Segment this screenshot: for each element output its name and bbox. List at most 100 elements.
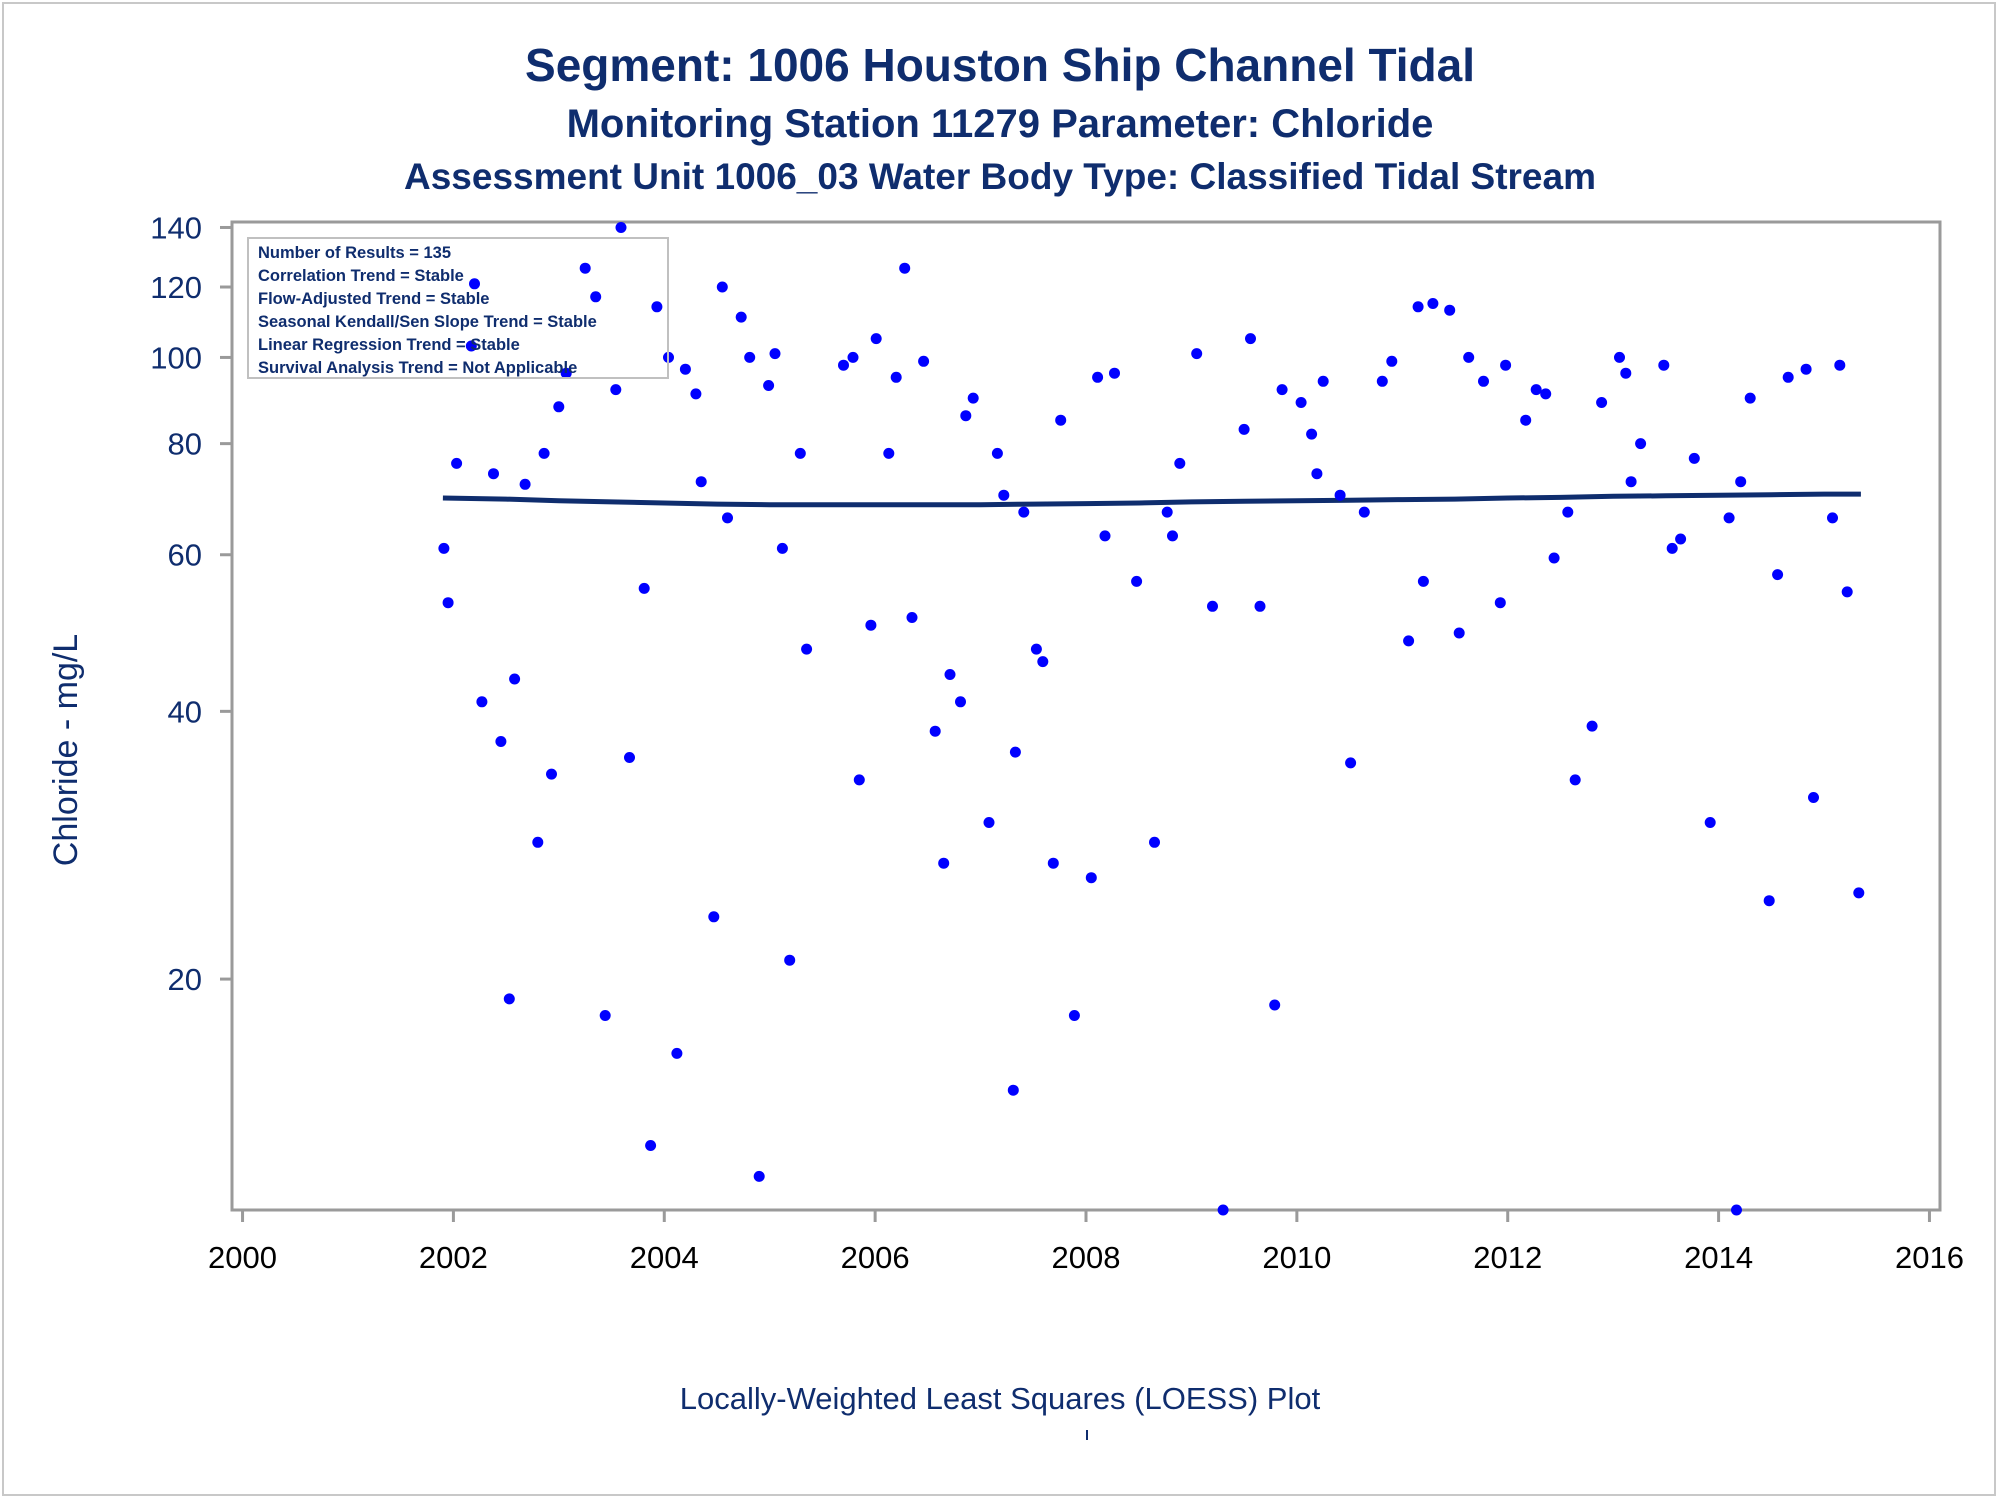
loess-series	[442, 491, 1861, 508]
data-point	[991, 447, 1003, 459]
data-point	[784, 954, 796, 966]
data-point	[1412, 301, 1424, 313]
data-point	[1092, 371, 1104, 383]
x-tick-label: 2000	[208, 1240, 277, 1275]
data-point	[1586, 720, 1598, 732]
data-point	[1688, 452, 1700, 464]
inset-line-seasonal-kendall: Seasonal Kendall/Sen Slope Trend = Stabl…	[258, 313, 597, 331]
data-point	[1723, 512, 1735, 524]
data-point	[1530, 384, 1542, 396]
data-point	[1161, 506, 1173, 518]
data-point	[1191, 348, 1203, 360]
y-tick-label: 20	[168, 962, 202, 997]
data-point	[899, 262, 911, 274]
data-point	[1276, 384, 1288, 396]
inset-line-correlation: Correlation Trend = Stable	[258, 267, 464, 285]
data-point	[1345, 757, 1357, 769]
data-point	[1800, 363, 1812, 375]
data-point	[929, 725, 941, 737]
data-point	[1772, 569, 1784, 581]
data-point	[1037, 656, 1049, 668]
x-tick-label: 2004	[630, 1240, 699, 1275]
data-point	[1463, 351, 1475, 363]
data-point	[1500, 359, 1512, 371]
data-point	[1704, 817, 1716, 828]
data-point	[1238, 423, 1250, 435]
data-point	[1131, 575, 1143, 587]
y-axis: 20 40 60 80 100 120 140	[150, 210, 232, 997]
data-point	[1207, 600, 1218, 612]
data-point	[476, 696, 488, 708]
data-point	[708, 911, 720, 923]
data-point	[955, 696, 966, 708]
data-point	[1666, 542, 1678, 554]
data-point	[1453, 627, 1465, 639]
data-point	[983, 817, 995, 828]
data-point	[532, 836, 544, 848]
data-point	[579, 262, 591, 274]
data-point	[853, 774, 865, 786]
footnote-mark	[1086, 1430, 1088, 1440]
data-point	[1295, 397, 1307, 408]
data-point	[1808, 792, 1819, 803]
x-tick-label: 2012	[1473, 1240, 1542, 1275]
data-point	[744, 351, 756, 363]
y-tick-label: 100	[150, 340, 202, 375]
data-point	[1306, 428, 1318, 440]
data-point	[1735, 476, 1747, 488]
data-point	[1562, 506, 1574, 518]
data-point	[1853, 887, 1865, 899]
data-point	[519, 478, 531, 490]
y-tick-label: 60	[168, 538, 202, 573]
data-point	[1009, 746, 1021, 758]
data-point	[1167, 530, 1178, 542]
data-point	[610, 384, 622, 396]
data-point	[560, 367, 572, 379]
x-tick-label: 2016	[1895, 1240, 1964, 1275]
data-point	[1548, 552, 1560, 564]
data-point	[438, 542, 450, 554]
data-point	[1827, 512, 1838, 524]
data-point	[1744, 392, 1756, 404]
data-point	[538, 447, 550, 459]
data-point	[599, 1010, 611, 1021]
data-point	[651, 301, 663, 313]
data-point	[735, 311, 747, 323]
data-point	[488, 468, 499, 480]
data-point	[763, 380, 775, 391]
data-point	[1245, 333, 1256, 345]
data-point	[960, 410, 972, 422]
x-tick-label: 2010	[1262, 1240, 1331, 1275]
data-point	[998, 489, 1010, 501]
data-point	[1614, 351, 1625, 363]
x-tick-label: 2002	[419, 1240, 488, 1275]
data-point	[1099, 530, 1111, 542]
x-tick-label: 2008	[1052, 1240, 1121, 1275]
data-point	[1763, 895, 1775, 907]
loess-trend-line	[442, 491, 1861, 508]
data-point	[546, 768, 557, 780]
data-point	[509, 673, 521, 685]
y-axis-label: Chloride - mg/L	[47, 634, 85, 866]
data-point	[1417, 575, 1429, 587]
data-point	[1317, 375, 1329, 387]
data-point	[944, 669, 956, 680]
data-point	[624, 752, 635, 763]
data-point	[938, 857, 950, 869]
data-point	[1834, 359, 1846, 371]
data-point	[1675, 533, 1687, 545]
y-tick-label: 120	[150, 270, 202, 305]
data-point	[838, 359, 849, 371]
data-point	[1334, 489, 1346, 501]
data-point	[1174, 457, 1186, 469]
data-point	[967, 392, 979, 404]
data-point	[1007, 1084, 1019, 1096]
y-tick-label: 80	[168, 427, 202, 462]
data-point	[451, 457, 463, 469]
data-point	[1478, 375, 1489, 387]
chart-subtitle-assessment: Assessment Unit 1006_03 Water Body Type:…	[404, 156, 1596, 197]
stats-inset: Number of Results = 135 Correlation Tren…	[247, 237, 669, 379]
data-point	[1085, 872, 1097, 884]
data-point	[1620, 367, 1632, 379]
